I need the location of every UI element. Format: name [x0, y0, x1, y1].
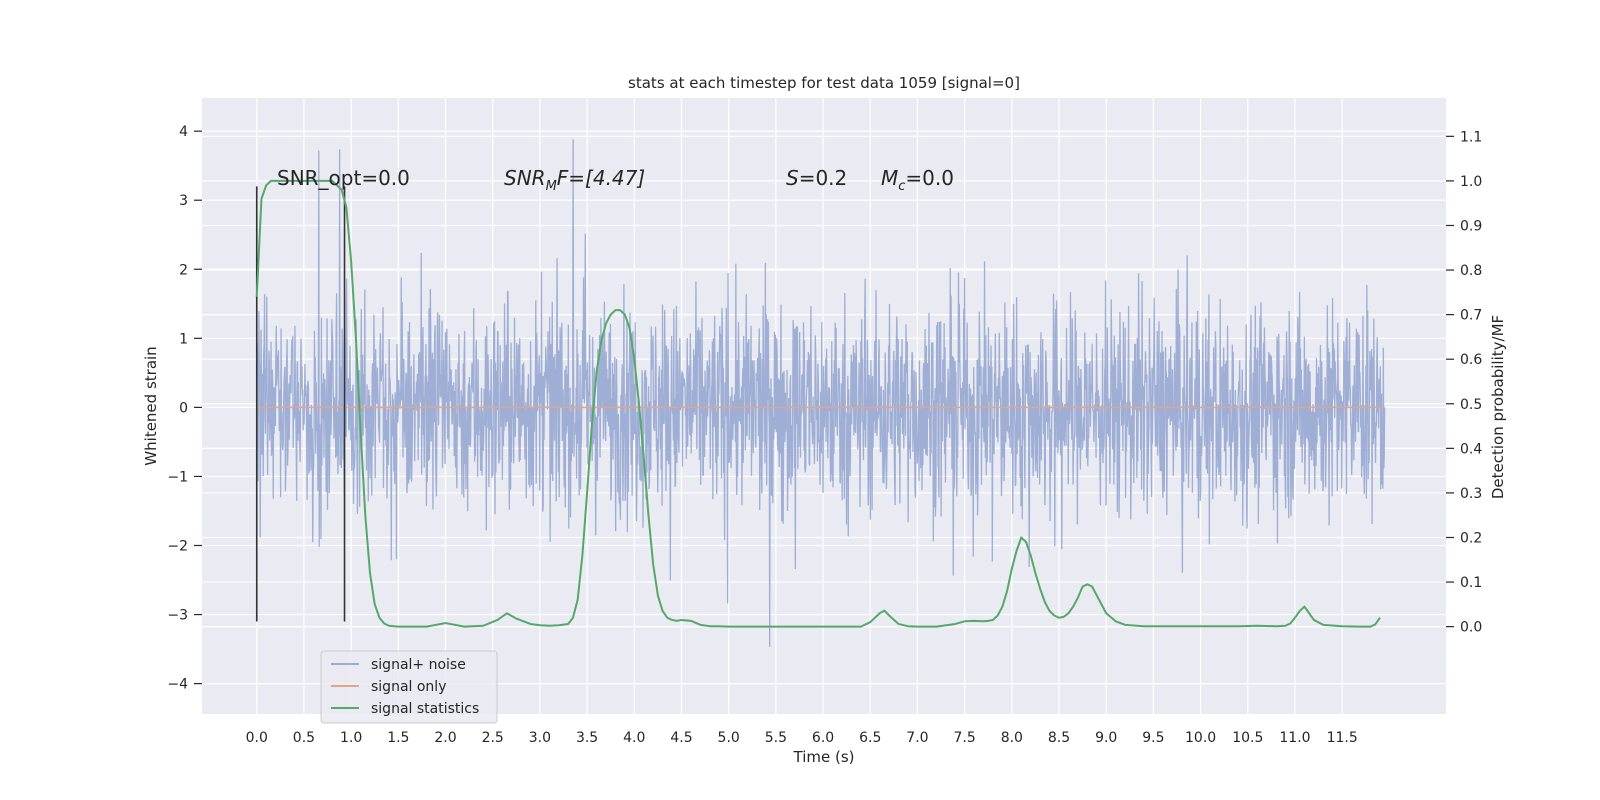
x-tick-label: 0.0: [246, 730, 268, 746]
y-right-tick-label: 0.5: [1460, 397, 1482, 413]
y-tick-label: 3: [179, 193, 188, 209]
annotation-snr-mf-rest-text: F=[4.47]: [557, 166, 645, 190]
annotation-snr-mf-rest: F=[4.47]: [557, 166, 645, 190]
annotation-s-main: S: [786, 166, 799, 190]
x-tick-label: 4.5: [670, 730, 692, 746]
y-right-tick-label: 0.1: [1460, 575, 1482, 591]
x-tick-label: 6.5: [859, 730, 881, 746]
legend-box: [320, 650, 498, 724]
signal-statistics-series: [255, 179, 1381, 628]
annotation-mc-main: M: [881, 166, 898, 190]
annotations: SNR_opt=0.0 SNRMF=[4.47] S=0.2 Mc=0.0: [277, 166, 954, 194]
x-tick-label: 11.0: [1279, 730, 1310, 746]
x-tick-label: 0.5: [293, 730, 315, 746]
legend-label-signal: signal only: [371, 679, 446, 695]
x-tick-label: 3.5: [576, 730, 598, 746]
x-tick-label: 9.0: [1095, 730, 1117, 746]
x-tick-label: 1.0: [340, 730, 362, 746]
x-tick-label: 6.0: [812, 730, 834, 746]
annotation-snr-opt: SNR_opt=0.0: [277, 166, 410, 190]
y-right-tick-label: 0.4: [1460, 441, 1482, 457]
y-axis-label: Whitened strain: [142, 346, 160, 465]
x-axis-label: Time (s): [793, 748, 855, 766]
y-right-tick-label: 1.0: [1460, 174, 1482, 190]
annotation-snr-mf-main: SNR: [504, 166, 546, 190]
y-tick-label: 0: [179, 400, 188, 416]
annotation-mc-sub: c: [898, 179, 905, 194]
x-tick-label: 7.0: [906, 730, 928, 746]
y-tick-label: −1: [167, 469, 188, 485]
x-tick-label: 2.0: [434, 730, 456, 746]
x-tick-label: 5.0: [718, 730, 740, 746]
x-tick-label: 10.5: [1232, 730, 1263, 746]
x-tick-label: 3.0: [529, 730, 551, 746]
y-right-tick-label: 1.1: [1460, 129, 1482, 145]
y-tick-label: 4: [179, 124, 188, 140]
legend: signal+ noise signal only signal statist…: [320, 650, 498, 724]
y-tick-label: −4: [167, 677, 188, 693]
y-right-axis-ticks: 0.0 0.1 0.2 0.3 0.4 0.5 0.6 0.7 0.8 0.9 1.0 1.1: [1446, 129, 1482, 636]
x-tick-label: 2.5: [482, 730, 504, 746]
x-tick-label: 9.5: [1142, 730, 1164, 746]
annotation-s: S=0.2: [786, 166, 847, 190]
y-tick-label: 1: [179, 331, 188, 347]
y-right-tick-label: 0.3: [1460, 486, 1482, 502]
vertical-markers: [255, 186, 346, 622]
y-right-tick-label: 0.8: [1460, 263, 1482, 279]
y-tick-label: 2: [179, 262, 188, 278]
chart-title: stats at each timestep for test data 105…: [628, 74, 1020, 92]
x-tick-label: 10.0: [1185, 730, 1216, 746]
x-tick-label: 7.5: [954, 730, 976, 746]
y-tick-label: −2: [167, 538, 188, 554]
annotation-mc-rest: =0.0: [905, 166, 954, 190]
annotation-snr-mf: SNRMF=[4.47]: [504, 166, 645, 194]
x-axis-ticks: 0.0 0.5 1.0 1.5 2.0 2.5 3.0 3.5 4.0 4.5 5.0 5.5 6.0 6…: [246, 730, 1358, 746]
y-right-axis-label: Detection probability/MF: [1489, 315, 1507, 499]
y-right-tick-label: 0.0: [1460, 620, 1482, 636]
x-tick-label: 8.0: [1001, 730, 1023, 746]
y-axis-ticks: −4 −3 −2 −1 0 1 2 3 4: [167, 124, 202, 693]
y-right-tick-label: 0.9: [1460, 218, 1482, 234]
y-right-tick-label: 0.7: [1460, 308, 1482, 324]
y-tick-label: −3: [167, 608, 188, 624]
legend-label-noise: signal+ noise: [371, 657, 466, 673]
annotation-mc: Mc=0.0: [881, 166, 954, 194]
legend-label-statistics: signal statistics: [371, 701, 479, 717]
x-tick-label: 11.5: [1327, 730, 1358, 746]
x-tick-label: 5.5: [765, 730, 787, 746]
x-tick-label: 4.0: [623, 730, 645, 746]
y-right-tick-label: 0.2: [1460, 530, 1482, 546]
x-tick-label: 1.5: [387, 730, 409, 746]
x-tick-label: 8.5: [1048, 730, 1070, 746]
y-right-tick-label: 0.6: [1460, 352, 1482, 368]
signal-statistics-line: [255, 179, 1381, 628]
annotation-s-rest: =0.2: [799, 166, 848, 190]
annotation-snr-mf-sub: M: [546, 179, 557, 194]
